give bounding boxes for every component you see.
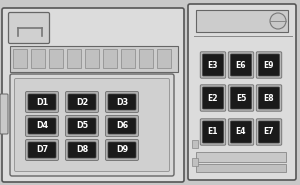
FancyBboxPatch shape — [28, 94, 56, 110]
FancyBboxPatch shape — [256, 119, 282, 145]
FancyBboxPatch shape — [259, 54, 280, 76]
FancyBboxPatch shape — [256, 52, 282, 78]
Text: E1: E1 — [208, 127, 218, 137]
Bar — [196, 10, 288, 32]
Bar — [192, 158, 198, 166]
Text: E6: E6 — [236, 60, 246, 70]
Bar — [49, 49, 63, 68]
FancyBboxPatch shape — [108, 94, 136, 110]
Bar — [31, 49, 45, 68]
FancyBboxPatch shape — [230, 87, 251, 109]
Bar — [85, 49, 99, 68]
Text: D5: D5 — [76, 122, 88, 130]
Bar — [121, 49, 135, 68]
FancyBboxPatch shape — [10, 74, 174, 176]
Bar — [157, 49, 171, 68]
FancyBboxPatch shape — [202, 87, 224, 109]
FancyBboxPatch shape — [108, 118, 136, 134]
Text: D3: D3 — [116, 97, 128, 107]
FancyBboxPatch shape — [106, 92, 139, 112]
FancyBboxPatch shape — [26, 115, 58, 137]
FancyBboxPatch shape — [200, 119, 226, 145]
FancyBboxPatch shape — [14, 78, 169, 171]
FancyBboxPatch shape — [65, 139, 98, 161]
Text: D7: D7 — [36, 145, 48, 154]
FancyBboxPatch shape — [188, 4, 296, 180]
Text: E3: E3 — [208, 60, 218, 70]
Circle shape — [270, 13, 286, 29]
FancyBboxPatch shape — [106, 115, 139, 137]
Text: E9: E9 — [264, 60, 274, 70]
Text: D6: D6 — [116, 122, 128, 130]
Text: D9: D9 — [116, 145, 128, 154]
FancyBboxPatch shape — [28, 142, 56, 158]
Bar — [196, 152, 286, 162]
FancyBboxPatch shape — [202, 54, 224, 76]
Text: D2: D2 — [76, 97, 88, 107]
FancyBboxPatch shape — [26, 139, 58, 161]
FancyBboxPatch shape — [108, 142, 136, 158]
FancyBboxPatch shape — [259, 87, 280, 109]
Bar — [196, 164, 286, 172]
FancyBboxPatch shape — [256, 85, 282, 111]
FancyBboxPatch shape — [228, 119, 254, 145]
FancyBboxPatch shape — [230, 121, 251, 143]
Bar — [139, 49, 153, 68]
FancyBboxPatch shape — [65, 92, 98, 112]
FancyBboxPatch shape — [259, 121, 280, 143]
FancyBboxPatch shape — [228, 52, 254, 78]
FancyBboxPatch shape — [68, 94, 96, 110]
FancyBboxPatch shape — [200, 52, 226, 78]
Text: D4: D4 — [36, 122, 48, 130]
FancyBboxPatch shape — [26, 92, 58, 112]
FancyBboxPatch shape — [230, 54, 251, 76]
Text: E5: E5 — [236, 93, 246, 102]
Bar — [103, 49, 117, 68]
FancyBboxPatch shape — [65, 115, 98, 137]
Bar — [67, 49, 81, 68]
FancyBboxPatch shape — [28, 118, 56, 134]
Bar — [13, 49, 27, 68]
FancyBboxPatch shape — [228, 85, 254, 111]
Bar — [192, 140, 198, 148]
Text: E4: E4 — [236, 127, 246, 137]
FancyBboxPatch shape — [8, 13, 50, 43]
Text: D8: D8 — [76, 145, 88, 154]
Text: E2: E2 — [208, 93, 218, 102]
FancyBboxPatch shape — [202, 121, 224, 143]
FancyBboxPatch shape — [0, 94, 8, 134]
Text: D1: D1 — [36, 97, 48, 107]
FancyBboxPatch shape — [200, 85, 226, 111]
Text: E7: E7 — [264, 127, 274, 137]
Text: E8: E8 — [264, 93, 274, 102]
FancyBboxPatch shape — [68, 118, 96, 134]
FancyBboxPatch shape — [68, 142, 96, 158]
Bar — [10, 46, 178, 72]
FancyBboxPatch shape — [106, 139, 139, 161]
FancyBboxPatch shape — [2, 8, 184, 182]
